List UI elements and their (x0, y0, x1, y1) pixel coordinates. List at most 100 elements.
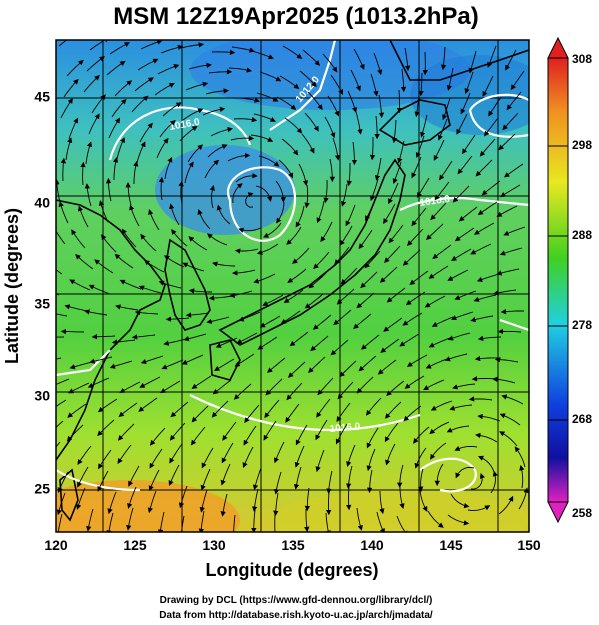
streamline (233, 383, 252, 400)
chart-title: MSM 12Z19Apr2025 (1013.2hPa) (113, 3, 479, 30)
streamline (430, 442, 447, 460)
streamline (114, 253, 134, 269)
streamline (245, 192, 254, 208)
streamline (188, 288, 212, 294)
streamline (434, 181, 450, 201)
streamline (345, 465, 353, 489)
streamline (63, 78, 79, 98)
streamline (310, 335, 329, 352)
streamline (320, 221, 333, 243)
streamline (201, 447, 214, 469)
streamline (128, 465, 140, 487)
colorbar-tick-label: 258 (572, 506, 592, 520)
streamline (65, 137, 73, 161)
streamline (272, 513, 278, 532)
streamline (505, 49, 517, 71)
streamline (333, 309, 352, 326)
streamline (154, 82, 175, 96)
streamline (242, 446, 254, 469)
streamline (365, 199, 376, 222)
streamline (148, 209, 160, 231)
streamline (295, 205, 305, 228)
streamline (326, 470, 333, 494)
streamline (497, 328, 522, 335)
streamline (454, 227, 475, 242)
streamline (470, 473, 485, 490)
colorbar: 308 298 288 278 268 258 (547, 36, 592, 524)
isobar-label-1016-s: 1016.0 (329, 421, 361, 435)
streamline (499, 247, 523, 256)
x-tick-label: 125 (123, 537, 147, 553)
streamline (157, 63, 180, 75)
x-axis-label: Longitude (degrees) (205, 560, 378, 580)
streamline (405, 291, 426, 306)
streamline (298, 163, 309, 186)
streamline (115, 304, 139, 311)
streamline (171, 228, 188, 247)
streamline (284, 117, 303, 134)
streamline (131, 334, 156, 340)
streamline (97, 470, 109, 492)
streamline (76, 487, 86, 510)
isobar-southwest (56, 469, 141, 492)
streamline (492, 376, 516, 384)
colorbar-tick-label: 278 (572, 318, 592, 332)
streamline (418, 72, 424, 97)
streamline (185, 312, 210, 318)
streamline (457, 155, 473, 175)
streamline (304, 112, 319, 132)
streamline (207, 144, 228, 158)
streamline (433, 139, 445, 161)
streamline (58, 201, 69, 224)
x-tick-label: 135 (281, 537, 305, 553)
streamline (506, 91, 522, 111)
streamline (403, 405, 422, 422)
streamline (114, 80, 133, 97)
streamline (514, 446, 526, 468)
streamline (214, 358, 235, 371)
streamline (488, 96, 502, 117)
streamline (404, 375, 425, 389)
streamline (227, 152, 251, 162)
wind-streamlines (56, 40, 529, 532)
streamline (285, 403, 300, 423)
streamline (327, 95, 340, 117)
streamline (137, 58, 159, 71)
streamline (160, 44, 184, 54)
credit-data: Data from http://database.rish.kyoto-u.a… (159, 610, 433, 621)
isobars (56, 40, 529, 493)
streamline (429, 421, 450, 435)
streamline (125, 182, 132, 206)
streamline (339, 360, 357, 378)
japan-hokkaido-coast (378, 99, 451, 146)
streamline (262, 294, 284, 306)
streamline (231, 46, 255, 53)
streamline (449, 404, 473, 411)
streamline (353, 48, 365, 70)
streamline (56, 378, 70, 386)
streamline (399, 333, 420, 347)
streamline (458, 206, 478, 222)
streamline (413, 426, 430, 444)
streamline (477, 455, 495, 473)
streamline (85, 141, 93, 165)
streamline (129, 204, 140, 227)
streamline (273, 471, 282, 495)
streamline (87, 377, 110, 388)
streamline (442, 97, 451, 121)
streamline (402, 312, 423, 326)
streamline (188, 62, 212, 70)
streamline (197, 209, 211, 230)
streamline (211, 49, 236, 55)
streamline (169, 422, 186, 441)
streamline (215, 337, 238, 348)
streamline (56, 313, 68, 317)
streamline (117, 423, 135, 441)
colorbar-tick-label: 308 (572, 52, 592, 66)
streamline (170, 401, 189, 418)
streamline (181, 515, 185, 532)
isobar-1012-low (227, 166, 297, 242)
streamline (411, 207, 427, 227)
streamline (71, 229, 86, 249)
